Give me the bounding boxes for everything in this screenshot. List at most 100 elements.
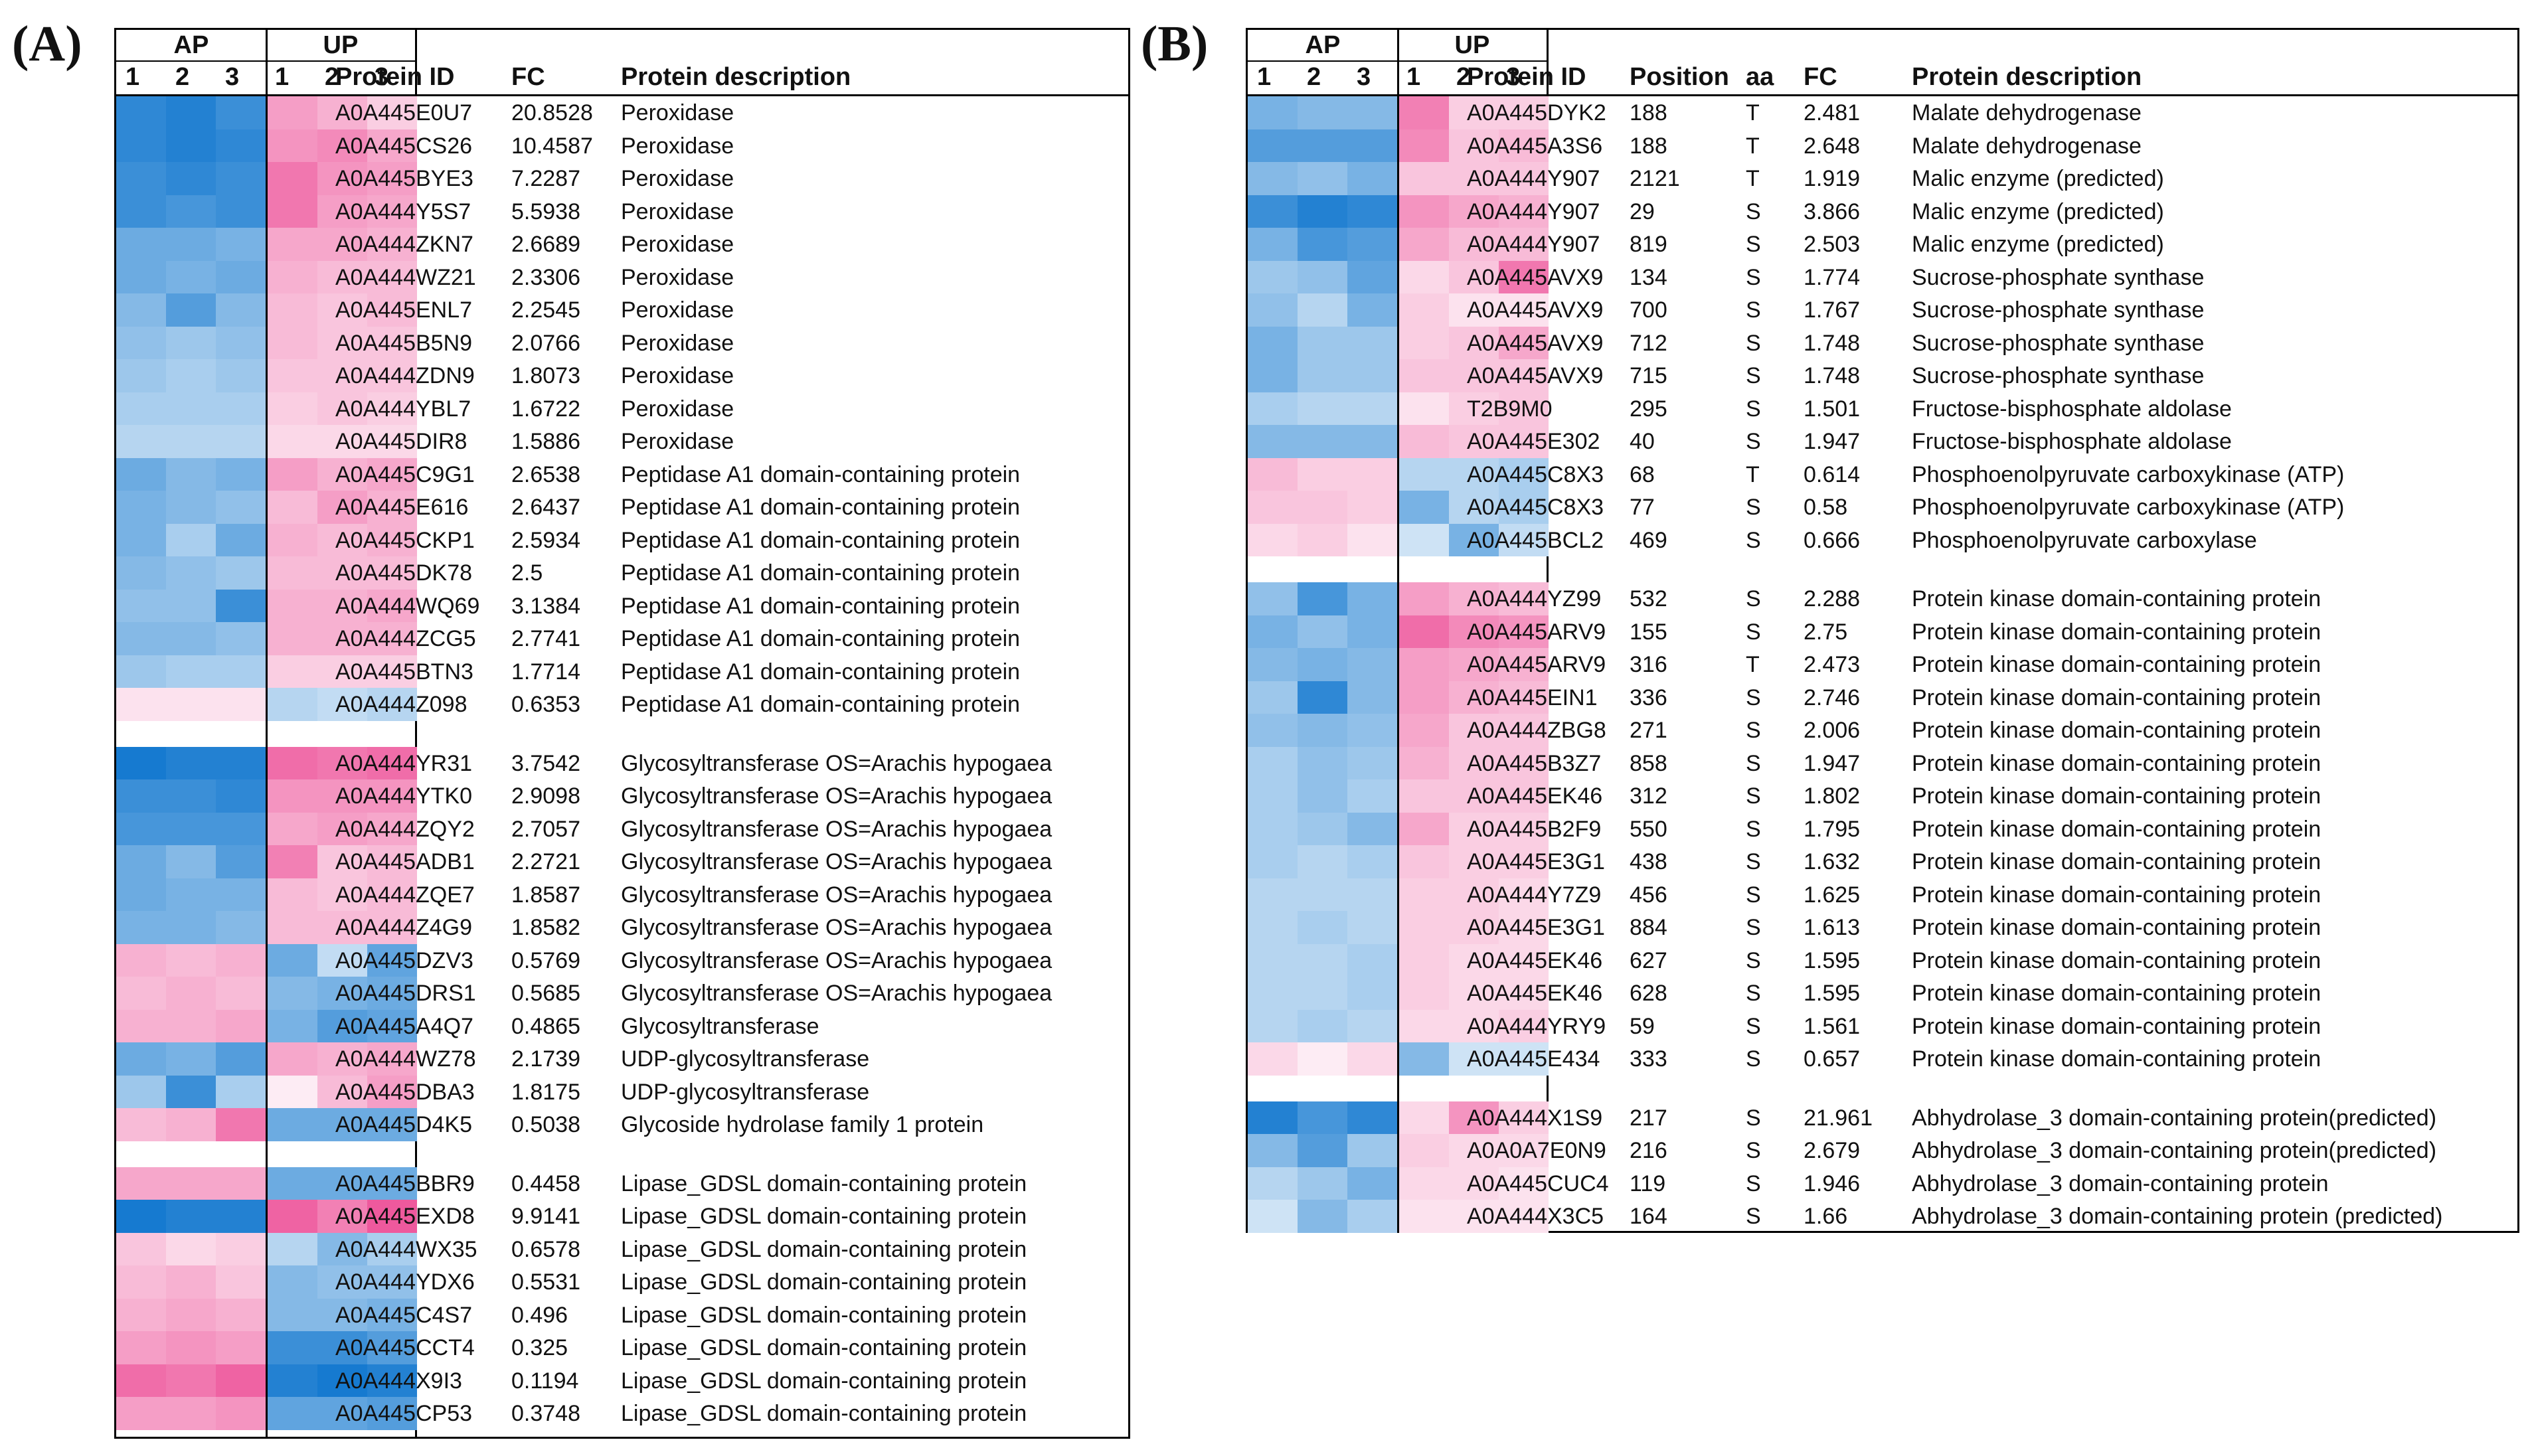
table-row: A0A445BYE3 7.2287 Peroxidase	[116, 162, 1128, 195]
row-fc: 2.6689	[511, 232, 580, 257]
table-row: A0A444Y907 819 S 2.503 Malic enzyme (predict…	[1248, 228, 2517, 261]
table-row: A0A445CKP1 2.5934 Peptidase A1 domain-cont…	[116, 523, 1128, 556]
heatmap-cell	[1449, 1042, 1499, 1076]
table-row: A0A445EK46 627 S 1.595 Protein kinase domain…	[1248, 943, 2517, 977]
row-description: Protein kinase domain-containing protein	[1912, 652, 2321, 677]
heatmap-cell	[367, 812, 417, 845]
row-description: Glycosyltransferase OS=Arachis hypogaea	[621, 783, 1053, 809]
heatmap-cell	[317, 977, 367, 1010]
heatmap-cell	[116, 195, 166, 228]
heatmap-cell	[1248, 681, 1298, 714]
row-fc: 2.5	[511, 560, 543, 586]
row-protein-id: A0A445DRS1	[335, 981, 476, 1006]
heatmap-cell	[1499, 293, 1549, 327]
row-fc: 20.8528	[511, 100, 593, 125]
heatmap-cell	[367, 1200, 417, 1233]
row-description: Peroxidase	[621, 166, 734, 191]
row-position: 858	[1630, 750, 1667, 776]
heatmap-cell	[1499, 1167, 1549, 1200]
heatmap-cell	[1248, 977, 1298, 1010]
heatmap-cell	[1248, 260, 1298, 293]
heatmap-cell	[268, 746, 317, 779]
row-description: Protein kinase domain-containing protein	[1912, 947, 2321, 973]
heatmap-cell	[1298, 648, 1347, 681]
row-protein-id: A0A444Z4G9	[335, 915, 473, 940]
heatmap-cell	[317, 911, 367, 944]
heatmap-cell	[268, 622, 317, 655]
row-fc: 1.501	[1804, 396, 1861, 422]
row-fc: 1.774	[1804, 264, 1861, 290]
panelA-header-rule	[116, 94, 1128, 96]
row-protein-id: A0A445CKP1	[335, 527, 475, 553]
heatmap-cell	[216, 655, 266, 688]
heatmap-cell	[1499, 359, 1549, 392]
row-description: Protein kinase domain-containing protein	[1912, 718, 2321, 743]
table-row: A0A444Z4G9 1.8582 Glycosyltransferase OS=A…	[116, 911, 1128, 944]
heatmap-cell	[116, 911, 166, 944]
heatmap-cell	[1248, 582, 1298, 615]
heatmap-cell	[1449, 457, 1499, 491]
row-protein-id: A0A445C8X3	[1467, 461, 1604, 487]
heatmap-cell	[317, 1364, 367, 1397]
table-row: A0A445BTN3 1.7714 Peptidase A1 domain-cont…	[116, 655, 1128, 688]
row-aa: S	[1746, 750, 1761, 776]
heatmap-cell	[1298, 714, 1347, 747]
heatmap-cell	[1449, 260, 1499, 293]
row-description: Phosphoenolpyruvate carboxykinase (ATP)	[1912, 495, 2345, 520]
heatmap-cell	[1347, 779, 1397, 813]
heatmap-cell	[1298, 911, 1347, 944]
heatmap-cell	[1248, 1167, 1298, 1200]
heatmap-cell	[166, 392, 216, 425]
heatmap-cell	[1347, 582, 1397, 615]
row-aa: S	[1746, 685, 1761, 710]
panelA-header-ap: AP	[173, 31, 209, 59]
row-protein-id: A0A444X3C5	[1467, 1204, 1604, 1229]
row-protein-id: A0A445E302	[1467, 429, 1600, 454]
table-row: A0A444ZBG8 271 S 2.006 Protein kinase domain…	[1248, 714, 2517, 747]
heatmap-cell	[367, 746, 417, 779]
heatmap-cell	[367, 1108, 417, 1141]
row-fc: 3.866	[1804, 199, 1861, 224]
row-description: Peroxidase	[621, 297, 734, 323]
panelA-header-rep-4: 1	[275, 63, 290, 91]
row-protein-id: A0A445AVX9	[1467, 264, 1604, 290]
heatmap-cell	[317, 1009, 367, 1042]
table-row: A0A444X9I3 0.1194 Lipase_GDSL domain-conta…	[116, 1364, 1128, 1397]
heatmap-cell	[216, 845, 266, 878]
heatmap-cell	[216, 1232, 266, 1265]
heatmap-cell	[1298, 96, 1347, 129]
heatmap-cell	[1248, 293, 1298, 327]
heatmap-cell	[1499, 779, 1549, 813]
heatmap-cell	[1449, 228, 1499, 261]
row-aa: S	[1746, 981, 1761, 1006]
heatmap-cell	[1449, 523, 1499, 556]
heatmap-cell	[1347, 96, 1397, 129]
row-protein-id: A0A444Y907	[1467, 232, 1600, 257]
heatmap-cell	[1347, 812, 1397, 845]
row-protein-id: A0A445A3S6	[1467, 133, 1603, 159]
table-row: A0A444YBL7 1.6722 Peroxidase	[116, 392, 1128, 425]
row-position: 134	[1630, 264, 1667, 290]
heatmap-cell	[1347, 491, 1397, 524]
heatmap-cell	[216, 977, 266, 1010]
row-protein-id: A0A445B5N9	[335, 330, 473, 356]
row-position: 336	[1630, 685, 1667, 710]
row-fc: 1.946	[1804, 1171, 1861, 1196]
heatmap-cell	[216, 812, 266, 845]
heatmap-cell	[216, 1200, 266, 1233]
heatmap-cell	[166, 911, 216, 944]
row-fc: 1.5886	[511, 429, 580, 454]
table-row: A0A445E302 40 S 1.947 Fructose-bisphosphate …	[1248, 425, 2517, 458]
row-description: Peroxidase	[621, 199, 734, 224]
row-description: Lipase_GDSL domain-containing protein	[621, 1236, 1027, 1262]
heatmap-cell	[1298, 326, 1347, 359]
heatmap-cell	[1248, 96, 1298, 129]
heatmap-cell	[166, 1042, 216, 1076]
row-fc: 1.947	[1804, 750, 1861, 776]
heatmap-cell	[1399, 96, 1449, 129]
heatmap-cell	[1499, 425, 1549, 458]
row-description: Peptidase A1 domain-containing protein	[621, 659, 1021, 685]
panelB-header-rep-6: 3	[1506, 63, 1521, 91]
heatmap-cell	[367, 1075, 417, 1108]
row-position: 469	[1630, 527, 1667, 553]
